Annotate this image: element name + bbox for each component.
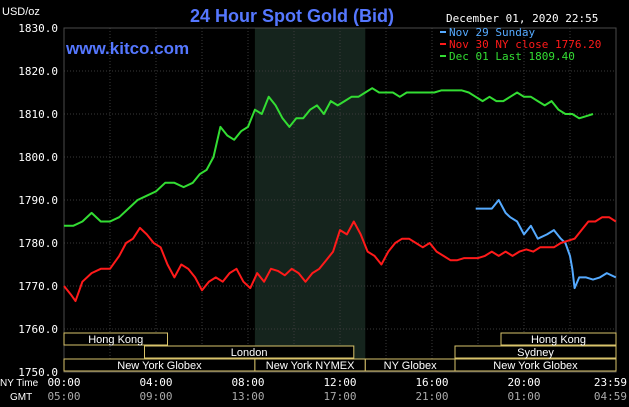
- session-label: Sydney: [517, 347, 554, 359]
- y-tick-label: 1830.0: [18, 22, 58, 35]
- x-tick-label-ny: 04:00: [139, 376, 172, 389]
- session-bar: [454, 345, 617, 359]
- session-bar: [454, 358, 617, 372]
- session-label: London: [231, 347, 268, 359]
- session-bar: [144, 345, 355, 359]
- x-tick-label-gmt: 09:00: [139, 390, 172, 403]
- y-tick-label: 1770.0: [18, 280, 58, 293]
- y-tick-label: 1820.0: [18, 65, 58, 78]
- y-tick-label: 1760.0: [18, 323, 58, 336]
- session-label: New York NYMEX: [266, 360, 355, 372]
- x-tick-label-gmt: 04:59: [594, 390, 627, 403]
- session-label: NY Globex: [384, 360, 437, 372]
- x-tick-label-ny: 12:00: [323, 376, 356, 389]
- legend-entry: Nov 30 NY close 1776.20: [449, 38, 601, 51]
- session-bar: [500, 332, 617, 346]
- session-label: New York Globex: [117, 360, 202, 372]
- x-tick-label-ny: 16:00: [415, 376, 448, 389]
- price-series: [63, 87, 617, 303]
- y-tick-label: 1800.0: [18, 151, 58, 164]
- y-tick-label: 1750.0: [18, 366, 58, 379]
- watermark: www.kitco.com: [65, 39, 189, 58]
- legend-entry: Nov 29 Sunday: [449, 26, 535, 39]
- series-line-3: [64, 87, 594, 227]
- x-row-label-gmt: GMT: [10, 392, 32, 403]
- y-tick-label: 1790.0: [18, 194, 58, 207]
- chart-grid: [63, 27, 617, 373]
- session-label: New York Globex: [493, 360, 578, 372]
- y-unit-label: USD/oz: [2, 6, 40, 18]
- legend-entry: Dec 01 Last 1809.40: [449, 50, 575, 63]
- x-tick-label-ny: 20:00: [507, 376, 540, 389]
- x-tick-label-ny: 08:00: [231, 376, 264, 389]
- series-line-1: [475, 199, 617, 290]
- chart-title: 24 Hour Spot Gold (Bid): [190, 6, 394, 26]
- session-label: Hong Kong: [531, 334, 586, 346]
- x-tick-label-gmt: 05:00: [47, 390, 80, 403]
- date-label: December 01, 2020 22:55: [446, 12, 598, 25]
- x-tick-label-ny: 23:59: [594, 376, 627, 389]
- series-line-2: [63, 216, 617, 303]
- x-tick-label-gmt: 01:00: [507, 390, 540, 403]
- plot-frame: [63, 27, 617, 373]
- session-bar: [63, 332, 168, 346]
- x-row-label-ny: NY Time: [0, 378, 39, 389]
- x-tick-label-ny: 00:00: [47, 376, 80, 389]
- y-tick-label: 1780.0: [18, 237, 58, 250]
- session-label: Hong Kong: [88, 334, 143, 346]
- x-tick-label-gmt: 21:00: [415, 390, 448, 403]
- x-tick-label-gmt: 17:00: [323, 390, 356, 403]
- y-axis: 1830.0 1820.0 1810.0 1800.0 1790.0 1780.0 1770…: [18, 22, 58, 379]
- y-tick-label: 1810.0: [18, 108, 58, 121]
- x-tick-label-gmt: 13:00: [231, 390, 264, 403]
